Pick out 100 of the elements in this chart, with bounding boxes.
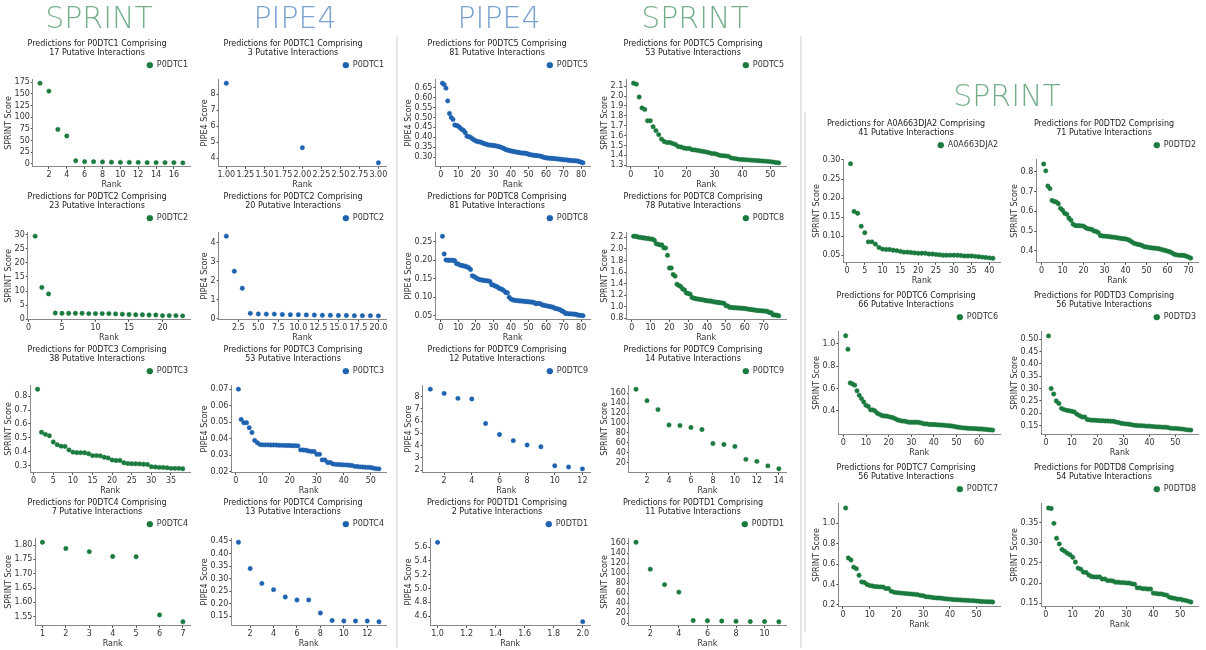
y-tick-label: 1.65 [14, 583, 33, 593]
x-tick-label: 6 [294, 628, 300, 638]
x-tick-label: 1 [39, 628, 45, 638]
y-tick-label: 0.25 [414, 236, 433, 246]
y-tick-label: 0.20 [1020, 408, 1039, 418]
x-tick-label: 10 [729, 475, 740, 485]
y-tick-label: 2.2 [610, 232, 624, 242]
legend-label: P0DTC1 [156, 60, 188, 70]
x-tick-label: 60 [739, 322, 750, 332]
x-tick-label: 10 [877, 265, 888, 275]
legend-label: P0DTC4 [352, 519, 384, 529]
x-tick-label: 3.00 [369, 169, 388, 179]
x-tick-label: 30 [948, 265, 959, 275]
x-tick-label: 10 [864, 609, 875, 619]
y-axis-title: PIPE4 Score [403, 558, 413, 606]
y-tick-label: 6 [210, 121, 216, 131]
x-tick-label: 20.0 [369, 322, 388, 332]
y-axis-title: SPRINT Score [3, 555, 13, 609]
y-tick-label: 0.06 [210, 400, 229, 410]
y-tick-label: 5.4 [414, 556, 428, 566]
x-tick-label: 10 [90, 322, 101, 332]
x-tick-label: 70 [758, 322, 769, 332]
y-tick-label: 4.6 [414, 611, 428, 621]
y-tick-label: 160 [610, 538, 626, 548]
y-tick-label: 2.0 [610, 91, 624, 101]
x-tick-label: 1.6 [518, 628, 532, 638]
x-tick-label: 6 [688, 475, 694, 485]
text: SPRINT [44, 0, 154, 36]
x-tick-label: 5 [862, 265, 868, 275]
x-tick-label: 5.0 [251, 322, 265, 332]
x-tick-label: 0 [629, 322, 635, 332]
x-tick-label: 30 [311, 475, 322, 485]
x-tick-label: 30 [488, 169, 499, 179]
y-tick-label: 0.02 [210, 466, 229, 476]
x-tick-label: 10 [1057, 265, 1068, 275]
x-tick-label: 20 [107, 475, 118, 485]
y-tick-label: 8 [210, 89, 216, 99]
x-tick-label: 8 [733, 628, 739, 638]
legend-label: P0DTD1 [555, 519, 589, 529]
x-tick-label: 1.00 [217, 169, 236, 179]
y-tick-label: 0.6 [14, 419, 28, 429]
x-tick-label: 30 [146, 475, 157, 485]
x-tick-label: 50 [971, 609, 982, 619]
x-tick-label: 10 [1067, 609, 1078, 619]
y-tick-label: 75 [19, 124, 30, 134]
y-tick-label: 0.35 [1020, 371, 1039, 381]
y-tick-label: 1.8 [610, 110, 624, 120]
y-tick-label: 25 [19, 147, 30, 157]
y-tick-label: 1.60 [14, 597, 33, 607]
y-tick-label: 3 [414, 452, 420, 462]
x-tick-label: 5 [133, 628, 139, 638]
y-tick-label: 80 [615, 578, 626, 588]
x-tick-label: 6 [704, 628, 710, 638]
x-tick-label: 40 [505, 322, 517, 332]
x-axis-title: Rank [502, 180, 524, 190]
y-tick-label: 100 [610, 418, 626, 428]
x-tick-label: 20 [470, 322, 481, 332]
x-tick-label: 6 [496, 475, 502, 485]
y-tick-label: 3 [210, 256, 216, 266]
x-tick-label: 40 [338, 475, 349, 485]
y-tick-label: 0.30 [414, 152, 433, 162]
x-tick-label: 7 [180, 628, 186, 638]
y-tick-label: 0.05 [414, 310, 433, 320]
x-tick-label: 50 [523, 169, 534, 179]
chart-title: Predictions for P0DTD8 Comprising 54 Putative Interactions [1033, 462, 1175, 482]
y-axis-title: SPRINT Score [3, 96, 13, 150]
y-axis-title: PIPE4 Score [199, 252, 209, 300]
y-tick-label: 1.0 [822, 518, 836, 528]
x-axis-title: Rank [496, 486, 517, 496]
y-tick-label: 0.20 [210, 598, 229, 608]
chart-title: Predictions for P0DTC6 Comprising 66 Putative Interactions [836, 290, 976, 310]
x-axis-title: Rank [502, 333, 524, 343]
x-tick-label: 35 [966, 265, 977, 275]
x-tick-label: 0 [233, 475, 239, 485]
y-axis-title: SPRINT Score [3, 402, 13, 456]
y-tick-label: 0.4 [1020, 245, 1034, 255]
legend-label: P0DTC6 [966, 312, 998, 322]
y-tick-label: 4 [210, 237, 216, 247]
y-tick-label: 1.5 [610, 140, 624, 150]
x-tick-label: 20 [664, 322, 675, 332]
x-tick-label: 2 [441, 475, 447, 485]
x-tick-label: 12 [751, 475, 762, 485]
x-axis-title: Rank [697, 639, 718, 649]
y-tick-label: 2 [210, 275, 216, 285]
legend-label: P0DTC7 [966, 484, 998, 494]
y-tick-label: 175 [14, 77, 30, 87]
chart-title: Predictions for P0DTC3 Comprising 38 Putative Interactions [27, 344, 167, 364]
y-tick-label: 1.0 [822, 338, 836, 348]
y-axis-title: SPRINT Score [1009, 356, 1019, 410]
y-axis-title: PIPE4 Score [199, 405, 209, 453]
text: PIPE4 [456, 0, 542, 36]
y-tick-label: 5.0 [414, 583, 428, 593]
x-tick-label: 8 [317, 628, 323, 638]
x-tick-label: 2.00 [293, 169, 312, 179]
x-tick-label: 7.5 [271, 322, 285, 332]
x-tick-label: 80 [576, 169, 587, 179]
y-tick-label: 0 [19, 314, 25, 324]
y-tick-label: 0.6 [822, 383, 836, 393]
y-tick-label: 1.7 [610, 120, 624, 130]
x-tick-label: 8 [710, 475, 716, 485]
